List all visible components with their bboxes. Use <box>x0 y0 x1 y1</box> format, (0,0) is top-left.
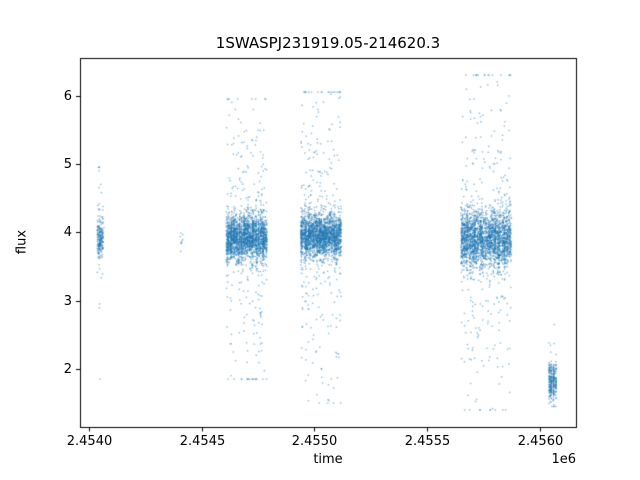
x-tick-label: 2.4540 <box>66 434 113 449</box>
x-tick-label: 2.4560 <box>517 434 564 449</box>
y-tick-label: 5 <box>63 156 72 172</box>
x-axis-label: time <box>313 452 343 467</box>
chart-title: 1SWASPJ231919.05-214620.3 <box>215 34 441 52</box>
y-tick-label: 3 <box>63 293 72 309</box>
x-tick-label: 2.4545 <box>179 434 226 449</box>
y-tick-label: 4 <box>63 224 72 240</box>
x-tick-label: 2.4555 <box>404 434 451 449</box>
y-tick-label: 2 <box>63 361 72 377</box>
y-tick-label: 6 <box>63 88 72 104</box>
x-axis-offset-label: 1e6 <box>551 452 576 467</box>
x-tick-label: 2.4550 <box>291 434 338 449</box>
